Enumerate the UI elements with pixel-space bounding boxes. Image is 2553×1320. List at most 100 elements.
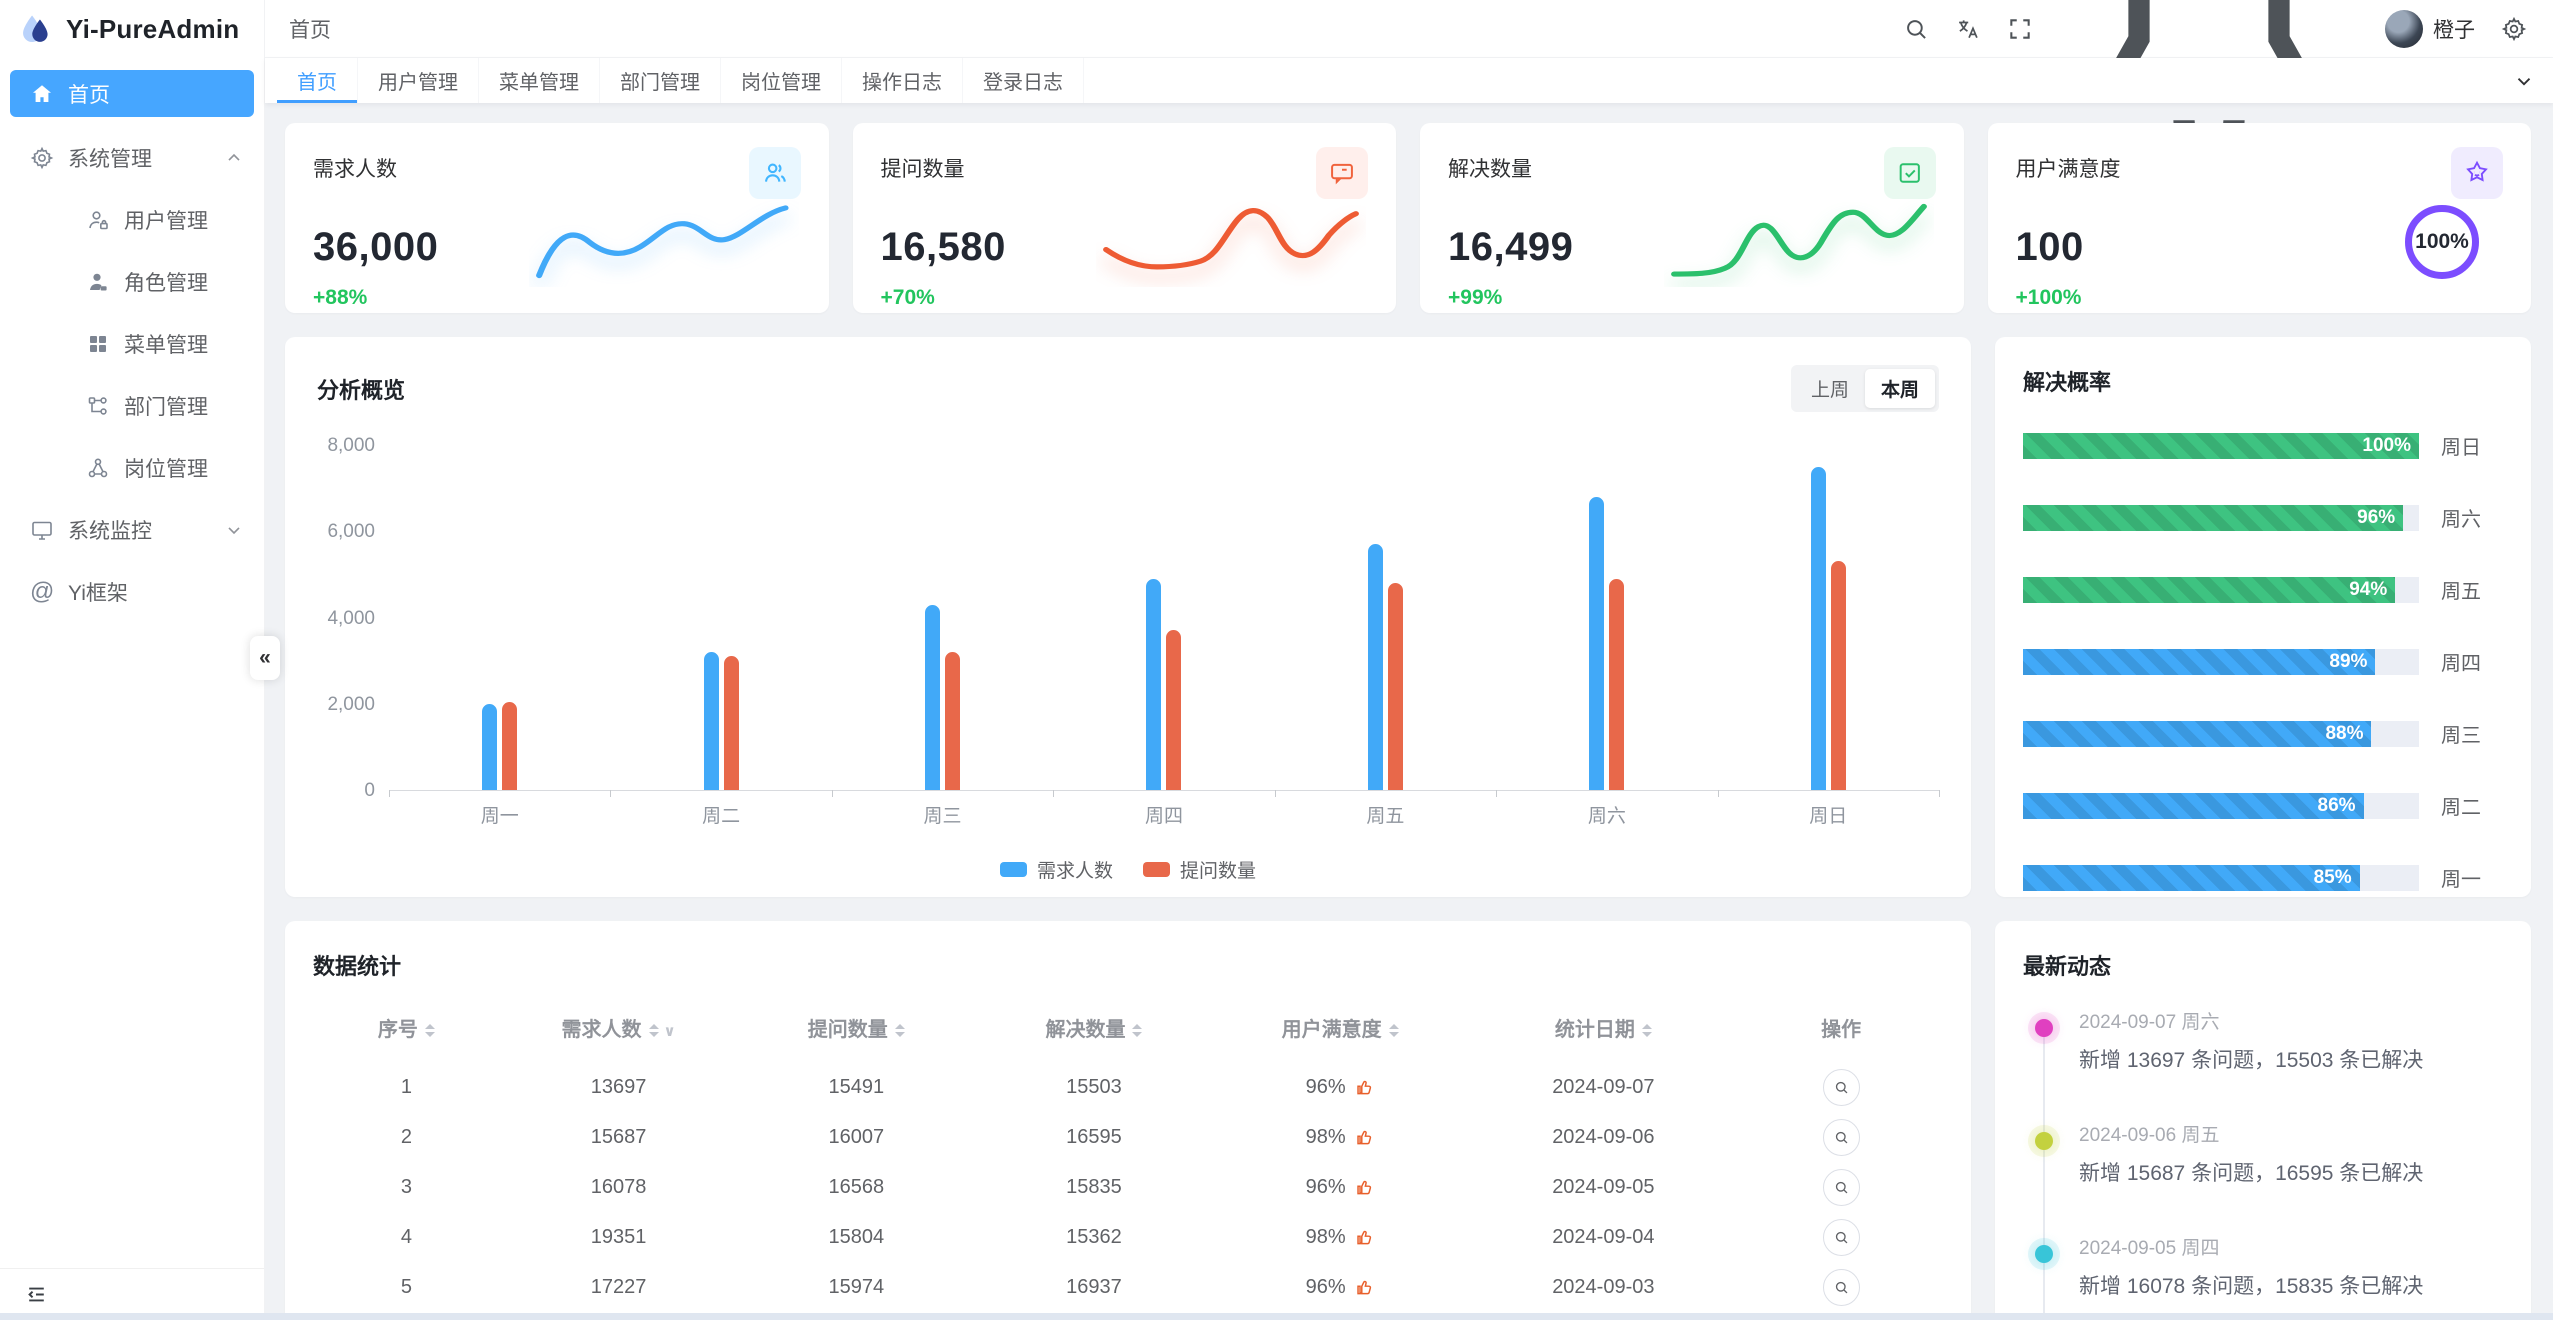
- sort-carets-icon[interactable]: [1388, 1019, 1399, 1042]
- timeline-item: 2024-09-05 周四 新增 16078 条问题，15835 条已解决: [2035, 1233, 2503, 1300]
- cell-operation: [1739, 1062, 1943, 1112]
- horizontal-scrollbar[interactable]: [0, 1313, 2553, 1320]
- magnifier-icon: [1833, 1079, 1850, 1096]
- chart-title: 分析概览: [317, 377, 406, 403]
- cell-solved: 15503: [1066, 1075, 1122, 1098]
- legend-item-需求人数[interactable]: 需求人数: [999, 856, 1113, 883]
- toggle-本周[interactable]: 本周: [1864, 369, 1935, 408]
- tab-岗位管理[interactable]: 岗位管理: [721, 58, 842, 103]
- view-detail-button[interactable]: [1822, 1118, 1860, 1156]
- table-row: 3 16078 16568 15835 96% 2024-09-05: [313, 1162, 1943, 1212]
- chevron-up-icon: [224, 148, 244, 168]
- users-icon: [748, 147, 801, 199]
- sidebar-item-label: 部门管理: [124, 396, 208, 419]
- user-menu[interactable]: 橙子: [2385, 9, 2475, 48]
- cell-index: 1: [400, 1075, 412, 1098]
- x-tick-label: 周一: [480, 806, 519, 827]
- timeline-text: 新增 15687 条问题，16595 条已解决: [2079, 1162, 2424, 1185]
- tab-用户管理[interactable]: 用户管理: [358, 58, 479, 103]
- progress-value: 96%: [2357, 506, 2396, 528]
- sort-carets-icon[interactable]: [424, 1019, 435, 1042]
- grid-icon: [86, 332, 110, 356]
- stat-card-value: 16,580: [880, 225, 1006, 269]
- y-tick-label: 2,000: [327, 693, 375, 715]
- bar-提问数量-周四: [1166, 630, 1182, 790]
- sidebar-item-user-management[interactable]: 用户管理: [0, 189, 264, 251]
- y-axis: 0 2,000 4,000 6,000 8,000: [317, 435, 389, 801]
- sort-carets-icon[interactable]: [648, 1019, 659, 1042]
- org-tree-icon: [86, 394, 110, 418]
- translate-icon[interactable]: [1955, 16, 1981, 42]
- settings-gear-icon[interactable]: [2501, 16, 2527, 42]
- sidebar-item-department-management[interactable]: 部门管理: [0, 375, 264, 437]
- tab-部门管理[interactable]: 部门管理: [600, 58, 721, 103]
- view-detail-button[interactable]: [1822, 1218, 1860, 1256]
- stat-card-title: 用户满意度: [2015, 158, 2121, 181]
- table-body: 1 13697 15491 15503 96% 2024-09-07 2 15687 16007…: [313, 1062, 1943, 1320]
- cell-satisfaction: 96%: [1213, 1262, 1468, 1312]
- cell-date: 2024-09-07: [1552, 1075, 1655, 1098]
- bar-需求人数-周三: [925, 605, 941, 790]
- stat-card-value: 16,499: [1448, 225, 1574, 269]
- sort-carets-icon[interactable]: [1132, 1019, 1143, 1042]
- sidebar-item-system-management[interactable]: 系统管理: [0, 127, 264, 189]
- cell-demand: 16078: [590, 1175, 647, 1198]
- username: 橙子: [2433, 18, 2475, 42]
- column-header-用户满意度[interactable]: 用户满意度: [1213, 999, 1468, 1062]
- satisfaction-value: 96%: [1306, 1076, 1375, 1099]
- filter-chevron-down-icon[interactable]: ∨: [663, 1022, 676, 1040]
- progress-track: 100%: [2023, 432, 2419, 459]
- chevron-down-icon: [224, 520, 244, 540]
- timeline-date: 2024-09-06 周五: [2079, 1125, 2220, 1146]
- view-detail-button[interactable]: [1822, 1068, 1860, 1106]
- sidebar-item-post-management[interactable]: 岗位管理: [0, 437, 264, 499]
- bar-group-周六: [1496, 446, 1717, 790]
- sidebar-item-home[interactable]: 首页: [10, 70, 254, 117]
- column-header-提问数量[interactable]: 提问数量: [737, 999, 975, 1062]
- latest-news-card: 最新动态 2024-09-07 周六 新增 13697 条问题，15503 条已解…: [1995, 921, 2531, 1320]
- cell-satisfaction: 96%: [1213, 1062, 1468, 1112]
- column-header-序号[interactable]: 序号: [313, 999, 500, 1062]
- progress-row-周四: 89% 周四: [2023, 647, 2503, 676]
- column-header-解决数量[interactable]: 解决数量: [975, 999, 1213, 1062]
- tab-登录日志[interactable]: 登录日志: [963, 58, 1084, 103]
- x-tick-label: 周六: [1587, 806, 1626, 827]
- sidebar-collapse-handle[interactable]: «: [250, 636, 280, 680]
- search-icon[interactable]: [1903, 16, 1929, 42]
- thumb-up-icon: [1354, 1277, 1375, 1298]
- column-header-统计日期[interactable]: 统计日期: [1468, 999, 1740, 1062]
- timeline-text: 新增 13697 条问题，15503 条已解决: [2079, 1049, 2424, 1072]
- cell-satisfaction: 98%: [1213, 1212, 1468, 1262]
- progress-value: 100%: [2362, 434, 2411, 456]
- stat-card-title: 需求人数: [313, 158, 397, 181]
- legend-item-提问数量[interactable]: 提问数量: [1143, 856, 1256, 883]
- toggle-上周[interactable]: 上周: [1810, 380, 1849, 401]
- bar-提问数量-周日: [1830, 561, 1846, 790]
- progress-value: 88%: [2325, 722, 2364, 744]
- view-detail-button[interactable]: [1822, 1268, 1860, 1306]
- sort-carets-icon[interactable]: [894, 1019, 905, 1042]
- collapse-sidebar-icon[interactable]: [24, 1282, 49, 1307]
- sidebar-item-yi-framework[interactable]: @ Yi框架: [0, 561, 264, 623]
- tab-菜单管理[interactable]: 菜单管理: [479, 58, 600, 103]
- tabs: 首页 用户管理 菜单管理 部门管理 岗位管理 操作日志 登录日志: [277, 58, 1084, 103]
- legend-label: 需求人数: [1036, 861, 1113, 882]
- sidebar-item-system-monitor[interactable]: 系统监控: [0, 499, 264, 561]
- fullscreen-icon[interactable]: [2007, 16, 2033, 42]
- sort-carets-icon[interactable]: [1641, 1019, 1652, 1042]
- tab-操作日志[interactable]: 操作日志: [842, 58, 963, 103]
- cell-date: 2024-09-04: [1552, 1225, 1655, 1248]
- column-header-需求人数[interactable]: 需求人数 ∨: [561, 1019, 676, 1042]
- timeline: 2024-09-07 周六 新增 13697 条问题，15503 条已解决 2024…: [2035, 1007, 2503, 1320]
- monitor-icon: [30, 518, 54, 542]
- tab-首页[interactable]: 首页: [277, 58, 358, 103]
- cell-demand: 15687: [590, 1125, 647, 1148]
- gear-icon: [30, 146, 54, 170]
- sidebar-item-role-management[interactable]: 角色管理: [0, 251, 264, 313]
- logo-row[interactable]: Yi-PureAdmin: [0, 0, 264, 58]
- view-detail-button[interactable]: [1822, 1168, 1860, 1206]
- sidebar-item-label: 菜单管理: [124, 334, 208, 357]
- stat-card-head: 解决数量: [1448, 147, 1936, 199]
- tab-options-chevron-down-icon[interactable]: [2513, 58, 2535, 103]
- sidebar-item-menu-management[interactable]: 菜单管理: [0, 313, 264, 375]
